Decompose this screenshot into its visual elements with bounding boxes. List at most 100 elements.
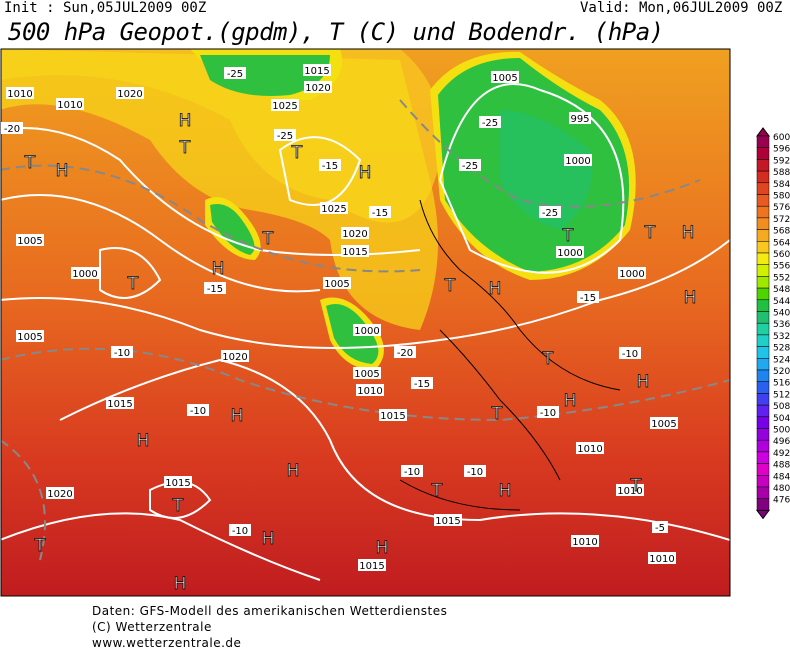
colorbar-label: 592 (773, 156, 790, 166)
contour-label: -10 (190, 406, 206, 417)
pressure-center: T (24, 153, 36, 173)
colorbar-band (756, 182, 770, 195)
label-box (616, 484, 644, 496)
map-title: 500 hPa Geopot.(gpdm), T (C) und Bodendr… (8, 18, 664, 46)
pressure-center: T (562, 226, 574, 246)
label-box (221, 350, 249, 362)
contour-label: 1005 (17, 236, 42, 247)
label-box (16, 234, 44, 246)
contour-label: 1010 (572, 537, 597, 548)
contour-label: -10 (540, 408, 556, 419)
contour-label: -15 (580, 293, 596, 304)
pressure-center: T (431, 481, 443, 501)
contour-label: -10 (467, 467, 483, 478)
label-box (1, 122, 23, 134)
label-box (401, 465, 423, 477)
label-box (341, 227, 369, 239)
colorbar-band (756, 287, 770, 301)
pressure-center: T (262, 229, 274, 249)
label-box (577, 291, 599, 303)
contour-label: -20 (4, 124, 20, 135)
label-box (491, 71, 519, 83)
label-box (353, 367, 381, 379)
colorbar-band (756, 159, 770, 172)
label-box (618, 267, 646, 279)
contour-label: 1015 (165, 478, 190, 489)
pressure-center: H (56, 161, 69, 181)
contour-label: 1005 (324, 279, 349, 290)
pressure-center: H (212, 259, 225, 279)
label-box (187, 404, 209, 416)
colorbar-band (756, 404, 770, 418)
contour-label: 1000 (565, 156, 590, 167)
label-box (6, 87, 34, 99)
label-box (16, 330, 44, 342)
colorbar-band (756, 252, 770, 265)
contour-label: 1015 (435, 516, 460, 527)
label-box (46, 487, 74, 499)
pressure-center: H (564, 391, 577, 411)
label-box (369, 206, 391, 218)
label-box (356, 384, 384, 396)
contour-label: -15 (322, 161, 338, 172)
contour-label: -20 (397, 348, 413, 359)
colorbar-label: 488 (773, 461, 790, 471)
label-box (652, 521, 668, 533)
pressure-center: H (262, 529, 275, 549)
colorbar-label: 520 (773, 367, 790, 377)
colorbar-band (756, 416, 770, 429)
contour-label: 1005 (492, 73, 517, 84)
pressure-center: H (376, 538, 389, 558)
label-box (464, 465, 486, 477)
contour-label: 1005 (354, 369, 379, 380)
pressure-center: H (231, 406, 244, 426)
contour-label: 1025 (321, 204, 346, 215)
contour-label: 1000 (557, 248, 582, 259)
contour-label: -10 (404, 467, 420, 478)
contour-label: 1010 (649, 554, 674, 565)
contour-label: 1010 (57, 100, 82, 111)
label-box (116, 87, 144, 99)
colorbar-label: 516 (773, 379, 790, 389)
contour-label: 1010 (577, 444, 602, 455)
contour-label: -25 (542, 208, 558, 219)
pressure-center: T (542, 349, 554, 369)
pressure-center: T (630, 476, 642, 496)
label-box (71, 267, 99, 279)
contour-label: 1010 (7, 89, 32, 100)
pressure-center: H (359, 163, 372, 183)
label-box (164, 476, 192, 488)
contour-label: 1000 (72, 269, 97, 280)
colorbar-band (756, 194, 770, 207)
footer-source: Daten: GFS-Modell des amerikanischen Wet… (92, 604, 448, 618)
colorbar-label: 556 (773, 262, 790, 272)
colorbar-label: 528 (773, 344, 790, 354)
pressure-center: H (287, 461, 300, 481)
label-box (564, 154, 592, 166)
contour-label: 1020 (222, 352, 247, 363)
label-box (411, 377, 433, 389)
colorbar-label: 548 (773, 285, 790, 295)
contour-label: 1025 (272, 101, 297, 112)
colorbar-band (756, 463, 770, 476)
colorbar-label: 584 (773, 180, 790, 190)
label-box (571, 535, 599, 547)
colorbar-label: 544 (773, 297, 790, 307)
pressure-center: T (291, 143, 303, 163)
colorbar-label: 596 (773, 145, 790, 155)
colorbar: 6005965925885845805765725685645605565525… (756, 127, 790, 520)
pressure-center: T (172, 496, 184, 516)
pressure-center: H (489, 279, 502, 299)
contour-label: 1015 (380, 411, 405, 422)
init-time: Init : Sun,05JUL2009 00Z (4, 0, 207, 16)
colorbar-band (756, 439, 770, 453)
label-box (224, 67, 246, 79)
label-box (319, 159, 341, 171)
pressure-center: T (179, 138, 191, 158)
contour-label: 1020 (305, 83, 330, 94)
label-box (303, 64, 331, 76)
pressure-center: T (644, 223, 656, 243)
colorbar-band (756, 229, 770, 242)
colorbar-band (756, 276, 770, 289)
